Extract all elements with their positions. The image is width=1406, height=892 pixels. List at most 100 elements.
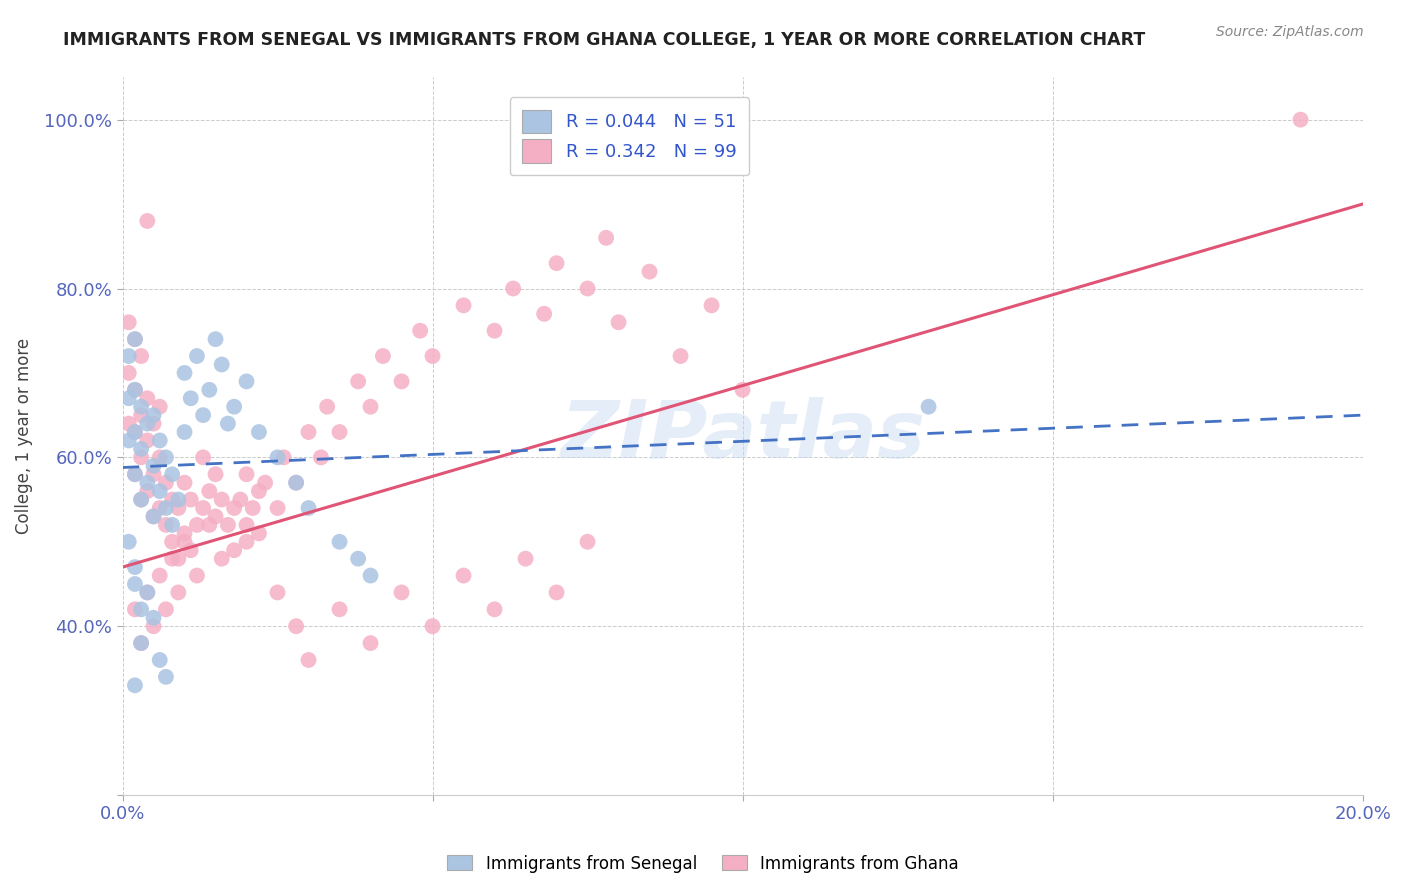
Point	[669, 349, 692, 363]
Point	[347, 375, 370, 389]
Point	[285, 475, 308, 490]
Point	[409, 324, 432, 338]
Point	[198, 517, 221, 532]
Point	[235, 534, 257, 549]
Point	[309, 450, 332, 465]
Point	[217, 417, 239, 431]
Point	[160, 467, 183, 482]
Point	[142, 611, 165, 625]
Point	[360, 400, 382, 414]
Point	[155, 602, 177, 616]
Point	[118, 417, 141, 431]
Point	[731, 383, 754, 397]
Point	[142, 467, 165, 482]
Point	[211, 492, 233, 507]
Point	[254, 475, 277, 490]
Point	[247, 484, 270, 499]
Point	[191, 450, 214, 465]
Point	[285, 475, 308, 490]
Point	[198, 484, 221, 499]
Point	[160, 492, 183, 507]
Point	[118, 349, 141, 363]
Legend: Immigrants from Senegal, Immigrants from Ghana: Immigrants from Senegal, Immigrants from…	[440, 848, 966, 880]
Point	[204, 332, 226, 346]
Point	[595, 231, 617, 245]
Point	[546, 585, 568, 599]
Point	[917, 400, 939, 414]
Point	[149, 568, 172, 582]
Point	[155, 517, 177, 532]
Point	[173, 475, 195, 490]
Point	[118, 315, 141, 329]
Point	[124, 467, 146, 482]
Point	[136, 417, 159, 431]
Point	[129, 492, 152, 507]
Point	[129, 349, 152, 363]
Point	[224, 543, 246, 558]
Point	[173, 425, 195, 439]
Point	[391, 585, 413, 599]
Point	[160, 534, 183, 549]
Point	[360, 636, 382, 650]
Point	[211, 551, 233, 566]
Point	[155, 501, 177, 516]
Point	[142, 408, 165, 422]
Point	[142, 417, 165, 431]
Point	[118, 391, 141, 405]
Point	[124, 602, 146, 616]
Point	[347, 551, 370, 566]
Point	[515, 551, 537, 566]
Point	[149, 653, 172, 667]
Point	[316, 400, 339, 414]
Point	[136, 585, 159, 599]
Point	[297, 501, 319, 516]
Point	[638, 265, 661, 279]
Point	[273, 450, 295, 465]
Point	[173, 366, 195, 380]
Point	[266, 450, 288, 465]
Point	[1289, 112, 1312, 127]
Point	[124, 560, 146, 574]
Point	[118, 366, 141, 380]
Point	[167, 585, 190, 599]
Point	[484, 324, 506, 338]
Point	[124, 332, 146, 346]
Point	[129, 602, 152, 616]
Point	[142, 619, 165, 633]
Point	[149, 484, 172, 499]
Point	[297, 425, 319, 439]
Point	[124, 383, 146, 397]
Point	[297, 653, 319, 667]
Point	[533, 307, 555, 321]
Point	[118, 434, 141, 448]
Text: Source: ZipAtlas.com: Source: ZipAtlas.com	[1216, 25, 1364, 39]
Point	[173, 534, 195, 549]
Point	[502, 281, 524, 295]
Point	[124, 467, 146, 482]
Point	[129, 492, 152, 507]
Point	[422, 619, 444, 633]
Point	[129, 400, 152, 414]
Point	[607, 315, 630, 329]
Point	[700, 298, 723, 312]
Point	[180, 492, 202, 507]
Point	[217, 517, 239, 532]
Point	[129, 636, 152, 650]
Point	[149, 434, 172, 448]
Point	[328, 602, 350, 616]
Point	[224, 501, 246, 516]
Point	[186, 349, 208, 363]
Point	[124, 332, 146, 346]
Point	[118, 534, 141, 549]
Point	[136, 391, 159, 405]
Point	[124, 678, 146, 692]
Point	[149, 501, 172, 516]
Point	[186, 568, 208, 582]
Point	[142, 458, 165, 473]
Point	[155, 475, 177, 490]
Text: ZIPatlas: ZIPatlas	[560, 397, 925, 475]
Point	[124, 577, 146, 591]
Point	[198, 383, 221, 397]
Point	[191, 501, 214, 516]
Point	[180, 543, 202, 558]
